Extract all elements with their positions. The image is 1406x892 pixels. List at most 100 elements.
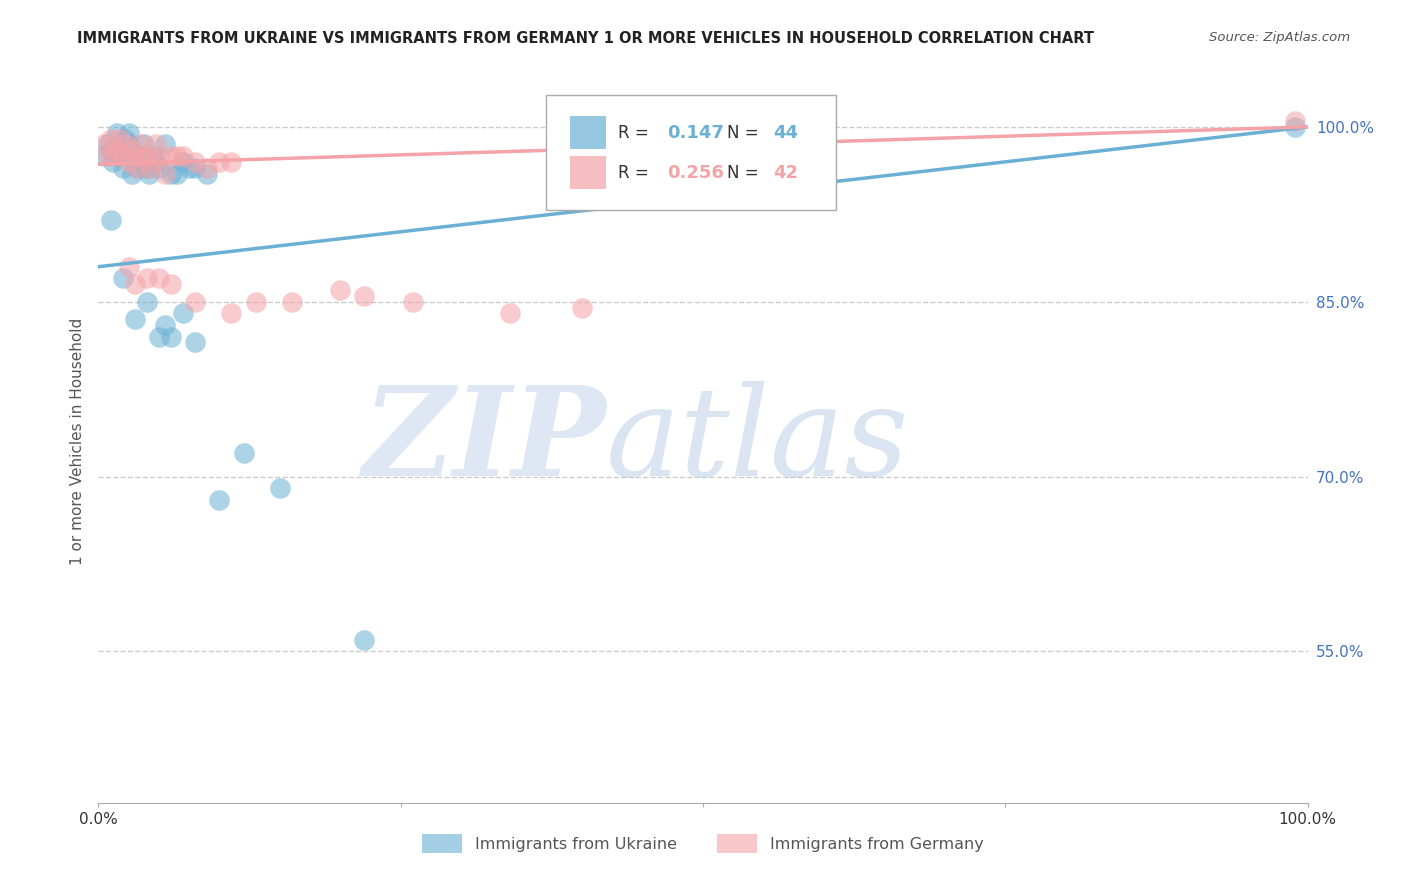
- Point: [100, 213, 122, 227]
- Text: 44: 44: [773, 124, 799, 142]
- Point: [101, 149, 124, 163]
- Point: [281, 294, 304, 309]
- Point: [195, 167, 218, 181]
- Point: [153, 167, 176, 181]
- Point: [148, 329, 170, 343]
- Legend: Immigrants from Ukraine, Immigrants from Germany: Immigrants from Ukraine, Immigrants from…: [416, 828, 990, 860]
- Bar: [569, 116, 606, 149]
- Point: [118, 137, 141, 152]
- FancyBboxPatch shape: [546, 95, 837, 211]
- Point: [108, 131, 131, 145]
- Point: [160, 329, 183, 343]
- Point: [269, 481, 291, 495]
- Point: [118, 126, 141, 140]
- Point: [353, 632, 375, 647]
- Text: atlas: atlas: [606, 381, 910, 502]
- Point: [111, 271, 134, 285]
- Text: 0.147: 0.147: [666, 124, 724, 142]
- Point: [134, 137, 156, 152]
- Point: [160, 277, 183, 292]
- Point: [121, 167, 143, 181]
- Point: [127, 161, 149, 175]
- Point: [153, 137, 176, 152]
- Point: [329, 283, 352, 297]
- Text: 0.256: 0.256: [666, 164, 724, 182]
- Point: [172, 149, 194, 163]
- Y-axis label: 1 or more Vehicles in Household: 1 or more Vehicles in Household: [69, 318, 84, 566]
- Point: [184, 294, 207, 309]
- Point: [101, 154, 124, 169]
- Bar: [569, 156, 606, 189]
- Point: [121, 143, 143, 157]
- Text: R =: R =: [619, 124, 654, 142]
- Point: [160, 167, 183, 181]
- Point: [115, 149, 138, 163]
- Text: Source: ZipAtlas.com: Source: ZipAtlas.com: [1209, 31, 1350, 45]
- Point: [129, 149, 152, 163]
- Point: [208, 154, 231, 169]
- Point: [138, 161, 160, 175]
- Point: [135, 271, 157, 285]
- Point: [166, 167, 188, 181]
- Point: [221, 306, 243, 320]
- Point: [153, 318, 176, 332]
- Point: [353, 289, 375, 303]
- Point: [172, 154, 194, 169]
- Text: IMMIGRANTS FROM UKRAINE VS IMMIGRANTS FROM GERMANY 1 OR MORE VEHICLES IN HOUSEHO: IMMIGRANTS FROM UKRAINE VS IMMIGRANTS FR…: [77, 31, 1094, 46]
- Point: [148, 161, 170, 175]
- Point: [142, 149, 165, 163]
- Point: [195, 161, 218, 175]
- Point: [114, 137, 136, 152]
- Point: [135, 161, 157, 175]
- Point: [118, 154, 141, 169]
- Point: [105, 149, 128, 163]
- Point: [124, 312, 146, 326]
- Point: [111, 149, 134, 163]
- Point: [160, 149, 183, 163]
- Text: R =: R =: [619, 164, 654, 182]
- Point: [245, 294, 267, 309]
- Point: [135, 149, 157, 163]
- Point: [179, 161, 201, 175]
- Point: [93, 149, 115, 163]
- Point: [114, 131, 136, 145]
- Point: [498, 306, 520, 320]
- Text: 42: 42: [773, 164, 799, 182]
- Text: ZIP: ZIP: [363, 381, 606, 502]
- Point: [111, 161, 134, 175]
- Point: [208, 492, 231, 507]
- Point: [1284, 120, 1306, 134]
- Point: [124, 149, 146, 163]
- Point: [148, 149, 170, 163]
- Point: [100, 143, 122, 157]
- Point: [105, 126, 128, 140]
- Point: [166, 149, 188, 163]
- Point: [124, 154, 146, 169]
- Point: [138, 167, 160, 181]
- Point: [145, 154, 167, 169]
- Point: [100, 131, 122, 145]
- Point: [97, 137, 120, 152]
- Point: [135, 294, 157, 309]
- Point: [127, 161, 149, 175]
- Point: [105, 143, 128, 157]
- Point: [221, 154, 243, 169]
- Point: [134, 149, 156, 163]
- Point: [93, 137, 115, 152]
- Point: [184, 154, 207, 169]
- Point: [172, 306, 194, 320]
- Point: [184, 161, 207, 175]
- Point: [571, 301, 593, 315]
- Point: [232, 446, 254, 460]
- Text: N =: N =: [727, 124, 763, 142]
- Text: N =: N =: [727, 164, 763, 182]
- Point: [1284, 114, 1306, 128]
- Point: [184, 335, 207, 350]
- Point: [124, 277, 146, 292]
- Point: [145, 137, 167, 152]
- Point: [118, 260, 141, 274]
- Point: [108, 143, 131, 157]
- Point: [97, 149, 120, 163]
- Point: [142, 154, 165, 169]
- Point: [148, 271, 170, 285]
